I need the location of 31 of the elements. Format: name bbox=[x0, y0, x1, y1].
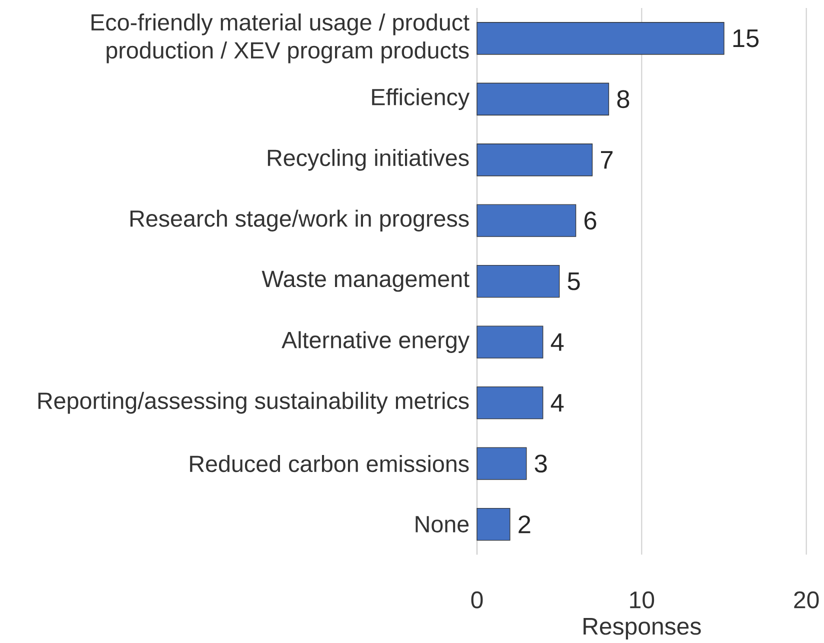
y-tick-label: Research stage/work in progress bbox=[130, 210, 469, 232]
data-label: 4 bbox=[550, 334, 564, 351]
y-tick-label: Reduced carbon emissions bbox=[190, 455, 469, 472]
y-tick-label: Efficiency bbox=[372, 88, 470, 110]
y-tick-label: Alternative energy bbox=[282, 331, 470, 354]
data-label: 6 bbox=[584, 212, 596, 230]
y-tick-label: Recycling initiatives bbox=[268, 149, 469, 171]
x-tick-label: 0 bbox=[471, 592, 483, 609]
data-label: 2 bbox=[518, 516, 530, 534]
data-label: 4 bbox=[550, 394, 564, 412]
bar bbox=[476, 508, 510, 541]
y-tick-label: Reporting/assessing sustainability metrics bbox=[38, 392, 469, 414]
x-tick-label: 20 bbox=[794, 592, 819, 609]
bar bbox=[476, 265, 560, 298]
bar bbox=[476, 82, 610, 116]
data-label: 3 bbox=[534, 454, 547, 473]
bar bbox=[476, 204, 576, 238]
data-label: 15 bbox=[733, 30, 759, 48]
y-tick-label: Eco-friendly material usage / product production / XEV program products bbox=[92, 14, 470, 64]
y-tick-label: None bbox=[416, 516, 469, 533]
data-label: 5 bbox=[568, 272, 580, 290]
bar bbox=[476, 386, 544, 420]
bar bbox=[476, 22, 724, 55]
x-tick-label: 10 bbox=[630, 592, 654, 609]
y-tick-label: Waste management bbox=[262, 271, 470, 292]
x-axis-title: Responses bbox=[584, 618, 701, 640]
bar bbox=[476, 144, 593, 176]
data-label: 7 bbox=[601, 151, 613, 169]
bar bbox=[476, 447, 527, 480]
bar bbox=[476, 326, 544, 359]
data-label: 8 bbox=[617, 90, 630, 108]
